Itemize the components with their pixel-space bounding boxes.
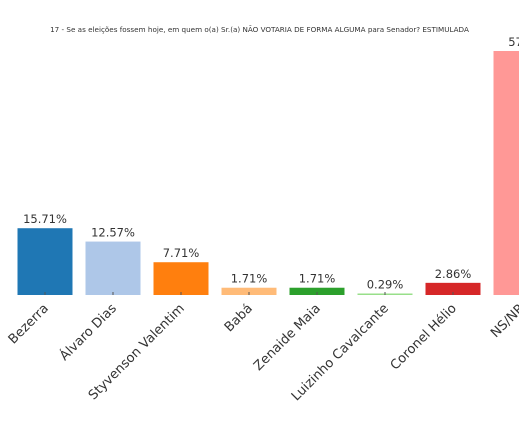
data-label: 1.71% (299, 272, 336, 286)
data-label: 1.71% (231, 272, 268, 286)
x-tick-label: Coronel Hélio (388, 301, 460, 373)
data-label: 12.57% (91, 226, 135, 240)
data-label: 0.29% (367, 278, 404, 292)
bar-4 (289, 287, 345, 295)
x-tick-label: Álvaro Dias (56, 300, 120, 364)
bar-3 (221, 287, 277, 295)
bar-7 (493, 51, 519, 295)
bar-0 (17, 228, 73, 295)
data-label: 57.4 (508, 35, 519, 49)
x-tick-label: NS/NR (488, 301, 519, 341)
bar-6 (425, 282, 481, 295)
chart-title: 17 - Se as eleições fossem hoje, em quem… (50, 25, 469, 34)
x-tick-label: Babá (222, 301, 256, 335)
data-label: 2.86% (435, 267, 472, 281)
bar-2 (153, 262, 209, 295)
data-label: 15.71% (23, 212, 67, 226)
x-tick-label: Zenaide Maia (251, 301, 324, 374)
data-label: 7.71% (163, 246, 200, 260)
bar-1 (85, 241, 141, 295)
x-tick-label: Bezerra (6, 301, 52, 347)
